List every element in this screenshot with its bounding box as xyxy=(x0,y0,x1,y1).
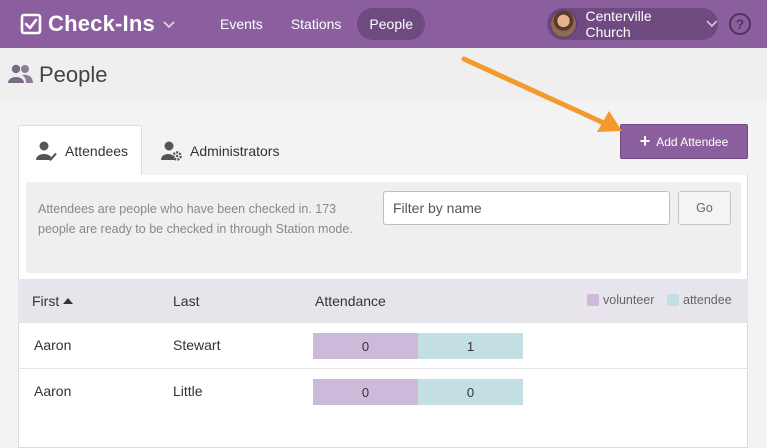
volunteer-count: 0 xyxy=(313,333,418,359)
cell-last-name: Little xyxy=(173,383,203,399)
page-header xyxy=(0,48,767,102)
legend-volunteer: volunteer xyxy=(587,293,654,307)
main-nav: Events Stations People xyxy=(208,8,425,40)
tab-attendees[interactable]: Attendees xyxy=(18,125,142,176)
organization-switcher[interactable]: Centerville Church xyxy=(547,8,718,40)
help-button[interactable]: ? xyxy=(729,13,751,35)
organization-name: Centerville Church xyxy=(585,8,652,40)
info-text: Attendees are people who have been check… xyxy=(38,202,353,236)
plus-icon: + xyxy=(639,130,651,151)
people-icon xyxy=(8,64,33,83)
tab-administrators[interactable]: Administrators xyxy=(160,125,279,176)
attendee-count: 0 xyxy=(418,379,523,405)
table-row[interactable]: Aaron Stewart 0 1 xyxy=(18,322,748,368)
nav-events[interactable]: Events xyxy=(220,16,263,32)
attendance-bar: 0 1 xyxy=(313,333,523,359)
table-header xyxy=(18,279,748,322)
volunteer-count: 0 xyxy=(313,379,418,405)
chevron-down-icon xyxy=(706,20,718,28)
legend-swatch xyxy=(587,294,599,306)
avatar xyxy=(550,10,578,38)
attendee-count: 1 xyxy=(418,333,523,359)
cell-first-name: Aaron xyxy=(34,337,72,353)
attendee-check-icon xyxy=(36,141,57,162)
column-header-attendance[interactable]: Attendance xyxy=(315,293,386,309)
sort-ascending-icon xyxy=(63,298,74,304)
legend-label: volunteer xyxy=(603,293,655,307)
chevron-down-icon xyxy=(163,21,175,29)
nav-people[interactable]: People xyxy=(357,8,425,40)
column-header-first[interactable]: First xyxy=(32,293,74,309)
legend-attendee: attendee xyxy=(667,293,732,307)
add-attendee-label: Add Attendee xyxy=(656,134,729,149)
tab-label: Administrators xyxy=(190,142,280,159)
app-switcher[interactable]: Check-Ins xyxy=(20,10,175,38)
nav-stations[interactable]: Stations xyxy=(290,16,342,32)
table-row[interactable]: Aaron Little 0 0 xyxy=(18,368,748,414)
go-button[interactable]: Go xyxy=(678,191,731,225)
cell-first-name: Aaron xyxy=(34,383,72,399)
filter-input[interactable] xyxy=(383,191,670,225)
attendance-bar: 0 0 xyxy=(313,379,523,405)
legend-swatch xyxy=(667,294,679,306)
cell-last-name: Stewart xyxy=(173,337,221,353)
page-title: People xyxy=(39,62,108,87)
app-title: Check-Ins xyxy=(48,11,155,36)
tab-label: Attendees xyxy=(65,143,129,159)
column-header-last[interactable]: Last xyxy=(173,293,200,309)
legend-label: attendee xyxy=(683,293,732,307)
checkbox-check-icon xyxy=(20,13,42,35)
add-attendee-button[interactable]: + Add Attendee xyxy=(620,124,748,159)
column-header-first-label: First xyxy=(32,293,60,309)
admin-gear-icon xyxy=(161,141,182,161)
